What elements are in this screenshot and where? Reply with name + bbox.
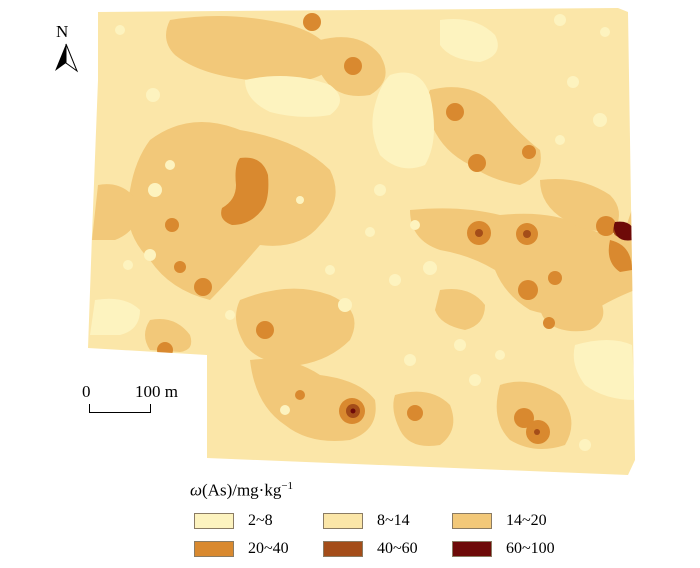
legend-title-symbol: ω [190,480,203,500]
legend-title-text: (As)/mg·kg [202,480,282,500]
scale-bar: 0 100 m [80,382,200,422]
north-arrow: N [52,22,82,74]
legend-label: 40~60 [377,540,418,557]
zone-2-8 [90,19,635,400]
legend-item-14-20: 14~20 [452,511,547,531]
spots-2-8 [115,14,610,451]
legend-title: ω(As)/mg·kg−1 [190,480,293,501]
scale-bar-line [89,404,151,413]
scale-zero-label: 0 [82,382,91,401]
legend-item-60-100: 60~100 [452,539,555,559]
legend-label: 14~20 [506,512,547,529]
legend-item-8-14: 8~14 [323,511,410,531]
north-arrow-icon [55,43,79,73]
legend-title-exponent: −1 [281,480,294,492]
legend-swatch [194,541,234,557]
legend-label: 60~100 [506,540,555,557]
legend-label: 8~14 [377,512,410,529]
legend-swatch [323,541,363,557]
legend-swatch [194,513,234,529]
legend-label: 20~40 [248,540,289,557]
legend-label: 2~8 [248,512,273,529]
scale-distance-label: 100 m [135,382,178,401]
zone-60-100 [350,221,633,414]
legend-swatch [452,541,492,557]
legend-item-20-40: 20~40 [194,539,289,559]
legend-item-40-60: 40~60 [323,539,418,559]
legend: ω(As)/mg·kg−1 2~8 8~14 14~20 20~40 40~60… [190,480,630,568]
legend-swatch [452,513,492,529]
north-label: N [56,22,69,41]
legend-swatch [323,513,363,529]
legend-item-2-8: 2~8 [194,511,273,531]
